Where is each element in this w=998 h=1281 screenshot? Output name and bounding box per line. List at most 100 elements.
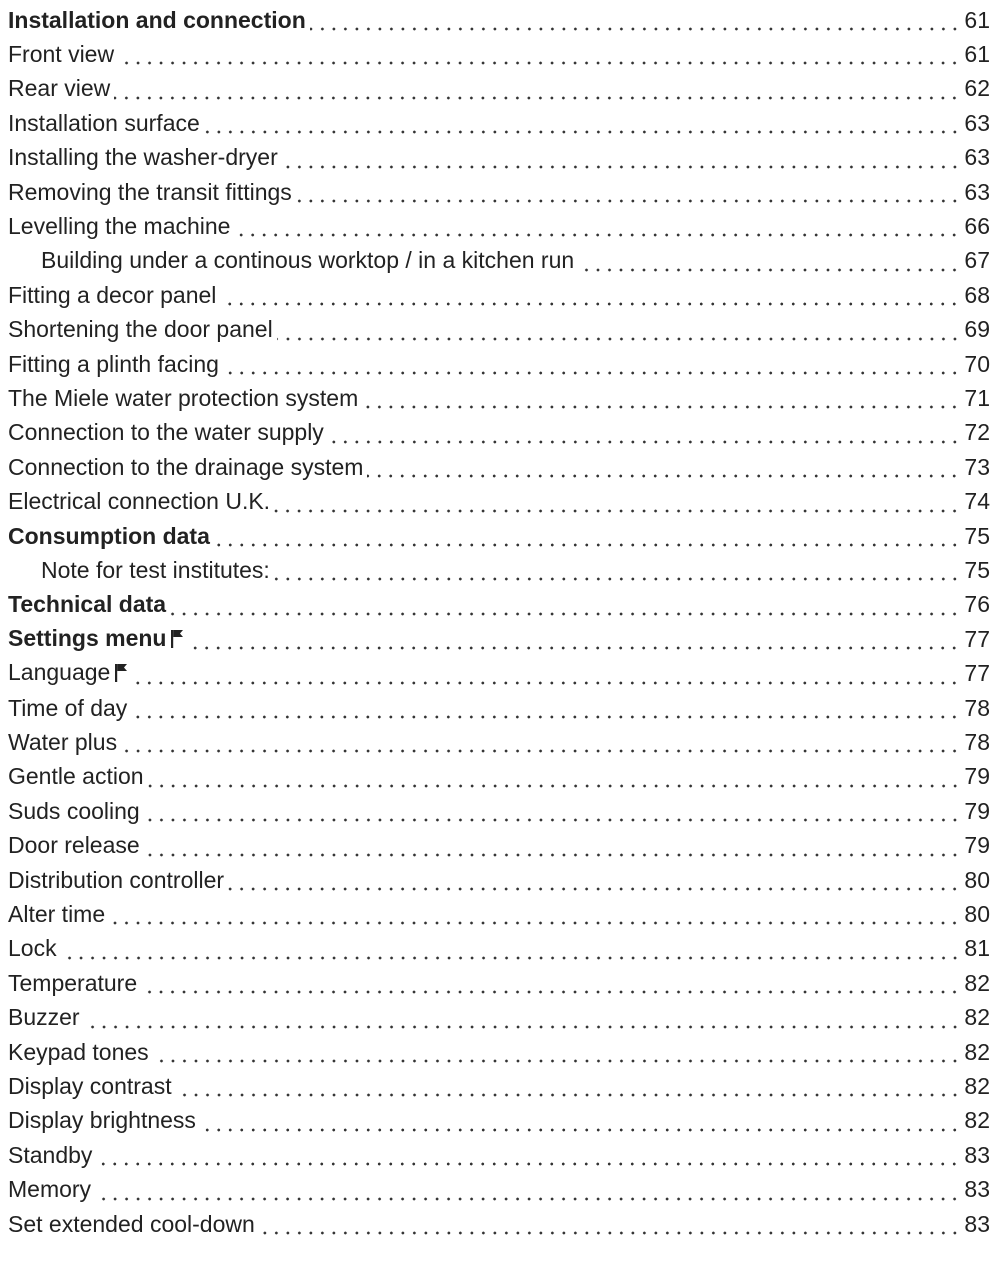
toc-entry[interactable]: Alter time 80 [0, 897, 990, 932]
toc-entry-page-number: 69 [964, 316, 990, 343]
toc-entry-page-number: 72 [964, 419, 990, 446]
dot-leader [295, 175, 961, 209]
dot-leader [109, 897, 961, 932]
toc-entry-title-text: Connection to the drainage system [8, 453, 364, 480]
dot-leader [60, 931, 961, 966]
toc-entry-page-number: 80 [964, 900, 990, 927]
toc-entry-title-text: Time of day [8, 694, 128, 721]
toc-entry-title: Lock [8, 935, 57, 962]
toc-entry[interactable]: Installing the washer-dryer 63 [0, 140, 990, 175]
toc-entry[interactable]: Front view 61 [0, 37, 990, 72]
toc-entry-title-text: Fitting a decor panel [8, 281, 217, 308]
toc-entry-title: Rear view [8, 75, 110, 102]
toc-entry[interactable]: Building under a continous worktop / in … [0, 243, 990, 278]
toc-entry-title-text: Removing the transit fittings [8, 178, 292, 205]
toc-entry[interactable]: Standby 83 [0, 1138, 990, 1173]
toc-entry[interactable]: Suds cooling 79 [0, 794, 990, 829]
toc-entry[interactable]: Display contrast 82 [0, 1069, 990, 1104]
toc-entry-title-text: Alter time [8, 900, 106, 927]
toc-entry[interactable]: Connection to the drainage system 73 [0, 450, 990, 485]
toc-entry-title: Buzzer [8, 1004, 80, 1031]
toc-entry-title: Consumption data [8, 523, 210, 550]
toc-entry[interactable]: Gentle action 79 [0, 759, 990, 794]
toc-entry[interactable]: Lock 81 [0, 931, 990, 966]
toc-entry-title: Gentle action [8, 763, 144, 790]
toc-entry-title: Alter time [8, 901, 105, 928]
toc-entry-page-number: 70 [964, 350, 990, 377]
toc-entry[interactable]: Removing the transit fittings 63 [0, 175, 990, 209]
toc-entry-page-number: 83 [964, 1176, 990, 1203]
toc-entry-title-text: Connection to the water supply [8, 419, 324, 446]
toc-entry-title-text: Fitting a plinth facing [8, 350, 219, 377]
dot-leader [118, 37, 961, 72]
toc-entry-title-text: Levelling the machine [8, 212, 231, 239]
dot-leader [143, 828, 961, 863]
toc-entry[interactable]: Door release 79 [0, 828, 990, 863]
toc-entry-title: The Miele water protection system [8, 385, 358, 412]
toc-entry[interactable]: Technical data 76 [0, 587, 990, 622]
toc-entry[interactable]: Rear view 62 [0, 71, 990, 106]
toc-entry-page-number: 68 [964, 281, 990, 308]
dot-leader [273, 553, 961, 588]
toc-entry[interactable]: Levelling the machine 66 [0, 209, 990, 244]
toc-entry[interactable]: Fitting a decor panel 68 [0, 278, 990, 313]
toc-entry-title: Time of day [8, 695, 127, 722]
dot-leader [228, 863, 961, 897]
toc-entry-page-number: 74 [964, 488, 990, 515]
dot-leader [222, 347, 961, 381]
toc-entry-title-text: Rear view [8, 75, 111, 102]
toc-entry[interactable]: Distribution controller 80 [0, 863, 990, 897]
dot-leader [121, 725, 961, 760]
toc-entry-title: Shortening the door panel [8, 316, 273, 343]
toc-entry[interactable]: Language 77 [0, 656, 990, 691]
toc-entry[interactable]: Water plus 78 [0, 725, 990, 760]
toc-entry-title-text: Language [8, 659, 111, 686]
toc-entry-title: Building under a continous worktop / in … [41, 247, 574, 274]
toc-entry[interactable]: Temperature 82 [0, 966, 990, 1001]
dot-leader [147, 759, 961, 794]
toc-entry-title: Electrical connection U.K. [8, 488, 270, 515]
toc-entry[interactable]: Installation surface 63 [0, 106, 990, 141]
toc-entry[interactable]: Settings menu 77 [0, 622, 990, 657]
toc-entry-page-number: 61 [964, 40, 990, 67]
dot-leader [274, 484, 961, 519]
toc-entry[interactable]: Fitting a plinth facing 70 [0, 347, 990, 381]
toc-entry-page-number: 79 [964, 763, 990, 790]
toc-entry[interactable]: Set extended cool-down 83 [0, 1207, 990, 1241]
toc-entry-page-number: 78 [964, 728, 990, 755]
dot-leader [141, 966, 961, 1001]
toc-entry[interactable]: Note for test institutes: 75 [0, 553, 990, 588]
toc-entry-page-number: 77 [964, 660, 990, 687]
toc-entry-title-text: Shortening the door panel [8, 316, 273, 343]
toc-entry[interactable]: Shortening the door panel 69 [0, 312, 990, 347]
toc-entry-title: Front view [8, 41, 114, 68]
toc-entry-title-text: Gentle action [8, 763, 144, 790]
toc-entry-page-number: 73 [964, 453, 990, 480]
toc-entry[interactable]: The Miele water protection system 71 [0, 381, 990, 416]
toc-entry-page-number: 61 [964, 6, 990, 33]
toc-entry-title-text: Water plus [8, 728, 118, 755]
toc-entry[interactable]: Electrical connection U.K. 74 [0, 484, 990, 519]
dot-leader [131, 691, 961, 725]
toc-entry-page-number: 82 [964, 1004, 990, 1031]
dot-leader [188, 622, 961, 657]
toc-entry[interactable]: Consumption data 75 [0, 519, 990, 553]
toc-entry-title-text: Front view [8, 40, 115, 67]
dot-leader [114, 71, 961, 106]
dot-leader [234, 209, 961, 244]
toc-entry[interactable]: Display brightness 82 [0, 1103, 990, 1138]
toc-entry[interactable]: Time of day 78 [0, 691, 990, 725]
toc-entry[interactable]: Buzzer 82 [0, 1000, 990, 1035]
toc-entry-title-text: Lock [8, 935, 57, 962]
toc-entry[interactable]: Memory 83 [0, 1172, 990, 1207]
toc-entry-title-text: Set extended cool-down [8, 1210, 255, 1237]
toc-entry-title: Fitting a decor panel [8, 282, 216, 309]
toc-entry-title-text: Distribution controller [8, 866, 225, 893]
toc-entry[interactable]: Keypad tones 82 [0, 1035, 990, 1069]
toc-entry-title: Installation and connection [8, 7, 306, 34]
toc-entry[interactable]: Installation and connection 61 [0, 3, 990, 37]
toc-entry-title-text: Technical data [8, 591, 167, 618]
toc-entry-page-number: 76 [964, 591, 990, 618]
toc-entry[interactable]: Connection to the water supply 72 [0, 415, 990, 450]
toc-entry-title-text: Suds cooling [8, 797, 140, 824]
